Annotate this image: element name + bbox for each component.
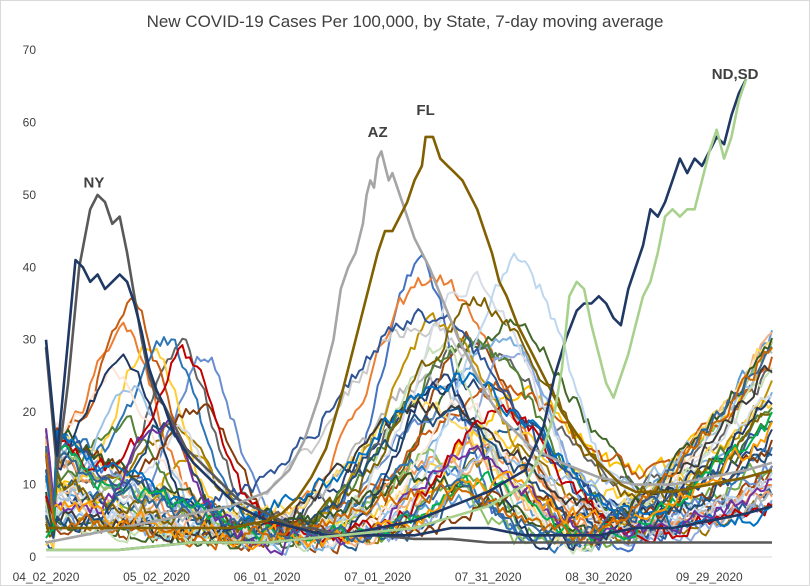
series-line-ny — [44, 193, 772, 544]
series-line-30 — [45, 336, 773, 552]
y-tick-label: 20 — [23, 405, 37, 419]
series-line-33 — [45, 364, 773, 543]
series-line-34 — [45, 296, 773, 538]
x-tick-label: 08_30_2020 — [565, 570, 632, 584]
y-tick-label: 0 — [29, 550, 36, 564]
y-tick-label: 60 — [23, 115, 37, 129]
x-tick-label: 05_02_2020 — [123, 570, 190, 584]
y-tick-label: 10 — [23, 478, 37, 492]
chart-title: New COVID-19 Cases Per 100,000, by State… — [146, 12, 664, 31]
annotation-az: AZ — [368, 124, 388, 141]
series-line-18 — [45, 297, 773, 533]
highlighted-series-group — [44, 78, 773, 552]
x-tick-label: 07_31_2020 — [455, 570, 522, 584]
x-tick-labels: 04_02_2020 05_02_2020 06_01_2020 07_01_2020… — [13, 570, 743, 584]
y-tick-label: 40 — [23, 260, 37, 274]
series-line-43 — [45, 345, 773, 547]
y-tick-labels: 0 10 20 30 40 50 60 70 — [23, 43, 37, 564]
x-tick-label: 06_01_2020 — [234, 570, 301, 584]
y-tick-label: 50 — [23, 188, 37, 202]
x-tick-label: 04_02_2020 — [13, 570, 80, 584]
annotation-ndsd: ND,SD — [712, 66, 759, 83]
background-series-group — [45, 252, 773, 556]
annotations: NY AZ FL ND,SD — [83, 66, 758, 192]
annotation-ny: NY — [83, 175, 104, 192]
series-line-fl — [46, 135, 773, 530]
series-line-32 — [45, 403, 773, 543]
series-line-az — [45, 150, 773, 544]
y-tick-label: 70 — [23, 43, 37, 57]
y-tick-label: 30 — [23, 333, 37, 347]
series-line-nd — [46, 78, 748, 552]
annotation-fl: FL — [416, 102, 434, 119]
x-tick-label: 09_29_2020 — [676, 570, 743, 584]
series-line-nj — [44, 258, 773, 537]
series-line-40 — [45, 411, 773, 544]
series-line-sd — [46, 78, 748, 552]
x-tick-label: 07_01_2020 — [344, 570, 411, 584]
